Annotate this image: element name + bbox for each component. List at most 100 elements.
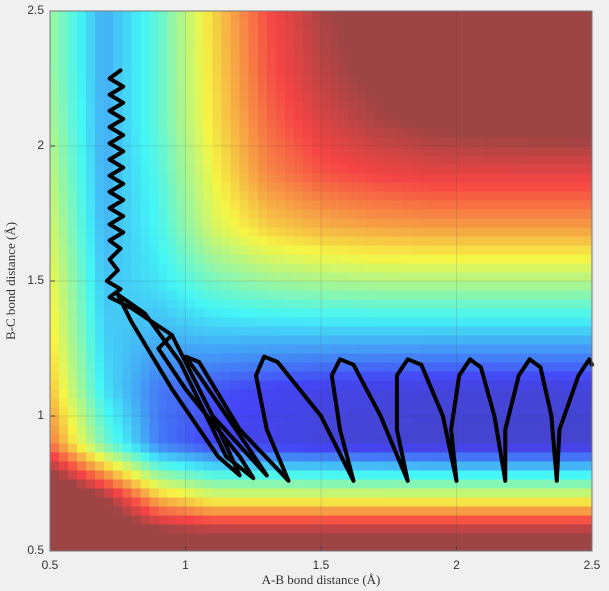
surface-cell [465, 38, 476, 48]
surface-cell [194, 74, 205, 84]
surface-cell [212, 524, 223, 534]
surface-cell [311, 398, 322, 408]
surface-cell [402, 128, 412, 138]
surface-cell [203, 38, 214, 48]
surface-cell [185, 263, 196, 273]
surface-cell [311, 20, 322, 30]
surface-cell [339, 533, 349, 543]
surface-cell [230, 290, 241, 300]
surface-cell [140, 191, 150, 201]
surface-cell [528, 497, 539, 507]
surface-cell [384, 317, 394, 327]
surface-cell [366, 344, 376, 354]
surface-cell [393, 533, 403, 543]
surface-cell [483, 308, 494, 318]
surface-cell [366, 380, 376, 390]
surface-cell [86, 245, 96, 255]
surface-cell [77, 443, 87, 453]
surface-cell [275, 236, 286, 246]
surface-cell [564, 227, 575, 237]
surface-cell [582, 425, 593, 435]
surface-cell [248, 542, 259, 552]
surface-cell [429, 263, 440, 273]
surface-cell [122, 236, 132, 246]
surface-cell [402, 11, 412, 21]
surface-cell [366, 137, 376, 147]
surface-cell [339, 407, 349, 417]
surface-cell [194, 200, 205, 210]
surface-cell [167, 470, 178, 480]
surface-cell [275, 92, 286, 102]
surface-cell [501, 191, 512, 201]
surface-cell [176, 110, 187, 120]
surface-cell [321, 110, 331, 120]
surface-cell [257, 227, 268, 237]
surface-cell [293, 344, 304, 354]
surface-cell [501, 38, 512, 48]
surface-cell [203, 389, 214, 399]
surface-cell [402, 488, 412, 498]
surface-cell [510, 218, 521, 228]
surface-cell [50, 236, 60, 246]
surface-cell [59, 128, 69, 138]
surface-cell [176, 443, 187, 453]
surface-cell [104, 182, 114, 192]
surface-cell [230, 164, 241, 174]
surface-cell [573, 281, 584, 291]
surface-cell [366, 299, 376, 309]
surface-cell [284, 326, 295, 336]
surface-cell [284, 83, 295, 93]
surface-cell [384, 191, 394, 201]
surface-cell [411, 470, 421, 480]
surface-cell [239, 29, 250, 39]
surface-cell [86, 416, 96, 426]
surface-cell [465, 155, 476, 165]
surface-cell [555, 209, 566, 219]
surface-cell [510, 47, 521, 57]
surface-cell [411, 398, 421, 408]
surface-cell [573, 434, 584, 444]
surface-cell [239, 236, 250, 246]
surface-cell [284, 47, 295, 57]
surface-cell [77, 416, 87, 426]
surface-cell [194, 272, 205, 282]
surface-cell [50, 380, 60, 390]
surface-cell [293, 11, 304, 21]
surface-cell [564, 524, 575, 534]
surface-cell [429, 533, 440, 543]
surface-cell [203, 173, 214, 183]
surface-cell [384, 209, 394, 219]
surface-cell [104, 461, 114, 471]
surface-cell [438, 128, 449, 138]
surface-cell [230, 218, 241, 228]
surface-cell [185, 299, 196, 309]
surface-cell [50, 83, 60, 93]
surface-cell [348, 272, 358, 282]
surface-cell [221, 236, 232, 246]
surface-cell [275, 308, 286, 318]
surface-cell [158, 20, 169, 30]
surface-cell [564, 92, 575, 102]
surface-cell [221, 497, 232, 507]
surface-cell [122, 380, 132, 390]
surface-cell [519, 173, 530, 183]
surface-cell [212, 65, 223, 75]
surface-cell [510, 20, 521, 30]
surface-cell [474, 497, 485, 507]
surface-cell [104, 416, 114, 426]
surface-cell [339, 218, 349, 228]
surface-cell [239, 326, 250, 336]
surface-cell [429, 218, 440, 228]
surface-cell [302, 137, 313, 147]
surface-cell [474, 488, 485, 498]
surface-cell [212, 479, 223, 489]
surface-cell [203, 137, 214, 147]
surface-cell [257, 524, 268, 534]
surface-cell [321, 533, 331, 543]
surface-cell [582, 191, 593, 201]
surface-cell [113, 254, 123, 264]
surface-cell [122, 506, 132, 516]
surface-cell [402, 65, 412, 75]
surface-cell [167, 290, 178, 300]
surface-cell [474, 389, 485, 399]
